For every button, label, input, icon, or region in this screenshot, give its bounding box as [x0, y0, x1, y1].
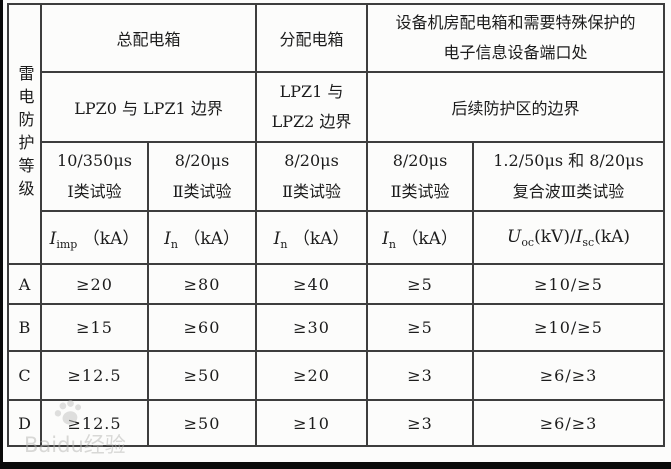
test-type-class2-equipment-label: Ⅱ类试验	[390, 181, 450, 201]
boundary-subsequent-zones: 后续防护区的边界	[366, 71, 666, 143]
param-in-main: In （kA）	[146, 210, 258, 265]
test-type-class2-equipment-waveform: 8/20μs	[392, 151, 448, 171]
test-type-class1-label: Ⅰ类试验	[67, 181, 122, 201]
value-b-in-equipment: ≥5	[366, 303, 475, 352]
test-type-class1-waveform: 10/350μs	[57, 151, 132, 171]
value-a-in-sub: ≥40	[255, 263, 369, 305]
value-a-in-main: ≥80	[146, 263, 258, 305]
value-b-in-sub: ≥30	[255, 303, 369, 352]
table-row-level-c: C ≥12.5 ≥50 ≥20 ≥3 ≥6/≥3	[7, 350, 666, 401]
param-in-main-formula: In （kA）	[164, 229, 240, 251]
param-in-equipment: In （kA）	[366, 210, 475, 265]
value-c-uoc-isc: ≥6/≥3	[472, 350, 666, 401]
table-row-level-b: B ≥15 ≥60 ≥30 ≥5 ≥10/≥5	[7, 303, 666, 352]
boundary-lpz1-lpz2-line1: LPZ1 与	[279, 81, 344, 101]
header-equipment-room-line2: 电子信息设备端口处	[443, 43, 588, 62]
value-d-in-main: ≥50	[146, 399, 258, 447]
value-a-iimp: ≥20	[40, 263, 149, 305]
param-uoc-isc-formula: Uoc(kV)/Isc(kA)	[506, 226, 631, 249]
level-cell-d: D	[7, 399, 42, 447]
boundary-lpz1-lpz2: LPZ1 与 LPZ2 边界	[255, 71, 369, 143]
value-c-in-equipment: ≥3	[366, 350, 475, 401]
header-sub-distribution-box-label: 分配电箱	[279, 30, 344, 49]
param-in-sub: In （kA）	[255, 210, 369, 265]
value-b-uoc-isc: ≥10/≥5	[472, 303, 666, 352]
value-d-in-sub: ≥10	[255, 399, 369, 447]
value-c-in-main: ≥50	[146, 350, 258, 401]
param-uoc-isc: Uoc(kV)/Isc(kA)	[472, 210, 666, 265]
param-in-sub-formula: In （kA）	[273, 229, 350, 251]
corner-header-text: 雷电防护等级	[15, 65, 35, 203]
test-type-class2-sub-label: Ⅱ类试验	[282, 181, 341, 201]
boundary-lpz1-lpz2-line2: LPZ2 边界	[271, 112, 352, 131]
scan-left-edge	[0, 0, 3, 469]
test-type-class2-sub: 8/20μs Ⅱ类试验	[255, 141, 369, 212]
test-type-class3-combo-waveform: 1.2/50μs 和 8/20μs	[493, 151, 644, 171]
value-b-in-main: ≥60	[146, 303, 258, 352]
header-main-distribution-box-label: 总配电箱	[116, 30, 181, 49]
level-cell-b: B	[7, 303, 42, 352]
value-a-in-equipment: ≥5	[366, 263, 475, 305]
value-b-iimp: ≥15	[40, 303, 149, 352]
value-d-in-equipment: ≥3	[366, 399, 475, 447]
test-type-class2-sub-waveform: 8/20μs	[284, 151, 339, 171]
value-a-uoc-isc: ≥10/≥5	[472, 263, 666, 305]
param-iimp: Iimp （kA）	[40, 210, 149, 265]
table-row-level-a: A ≥20 ≥80 ≥40 ≥5 ≥10/≥5	[7, 263, 666, 305]
test-type-class1: 10/350μs Ⅰ类试验	[40, 141, 149, 212]
test-type-class3-combo: 1.2/50μs 和 8/20μs 复合波Ⅲ类试验	[472, 141, 666, 212]
value-c-in-sub: ≥20	[255, 350, 369, 401]
param-in-equipment-formula: In （kA）	[382, 229, 458, 251]
test-type-class2-main-label: Ⅱ类试验	[172, 181, 232, 201]
param-iimp-formula: Iimp （kA）	[49, 229, 140, 251]
boundary-lpz0-lpz1-label: LPZ0 与 LPZ1 边界	[74, 99, 223, 118]
test-type-class2-main: 8/20μs Ⅱ类试验	[146, 141, 258, 212]
header-equipment-room-line1: 设备机房配电箱和需要特殊保护的	[395, 12, 636, 32]
table-row-level-d: D ≥12.5 ≥50 ≥10 ≥3 ≥6/≥3	[7, 399, 666, 447]
level-cell-a: A	[7, 263, 42, 305]
header-main-distribution-box: 总配电箱	[39, 3, 258, 73]
test-type-class3-combo-label: 复合波Ⅲ类试验	[512, 181, 625, 201]
level-cell-c: C	[7, 350, 42, 401]
header-equipment-room-ports: 设备机房配电箱和需要特殊保护的 电子信息设备端口处	[366, 3, 666, 73]
header-sub-distribution-box: 分配电箱	[255, 3, 369, 73]
value-c-iimp: ≥12.5	[40, 350, 149, 401]
scan-bottom-edge	[0, 462, 671, 469]
boundary-lpz0-lpz1: LPZ0 与 LPZ1 边界	[39, 71, 258, 143]
test-type-class2-main-waveform: 8/20μs	[174, 151, 230, 171]
lightning-protection-table: 雷电防护等级 总配电箱 分配电箱 设备机房配电箱和需要特殊保护的 电子信息设备端…	[7, 3, 666, 447]
boundary-subsequent-zones-label: 后续防护区的边界	[451, 99, 580, 118]
value-d-iimp: ≥12.5	[40, 399, 149, 447]
corner-header-lightning-protection-level: 雷电防护等级	[7, 3, 42, 265]
test-type-class2-equipment: 8/20μs Ⅱ类试验	[366, 141, 475, 212]
value-d-uoc-isc: ≥6/≥3	[472, 399, 666, 447]
